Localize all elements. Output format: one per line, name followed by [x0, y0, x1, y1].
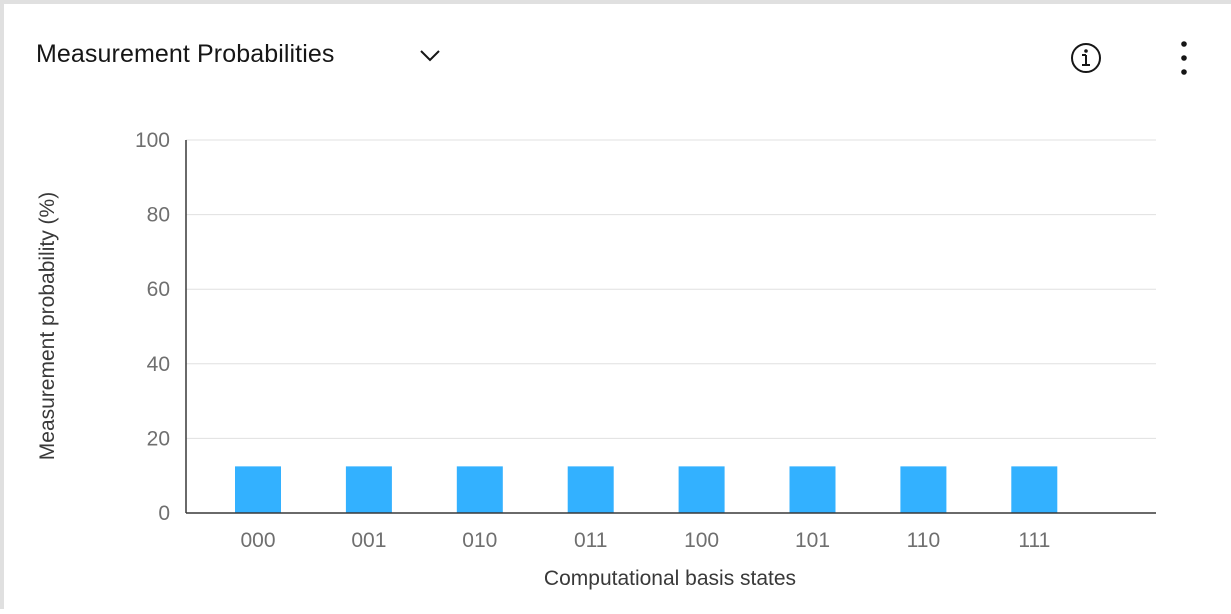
x-tick-label: 111: [1018, 529, 1050, 552]
bar-001[interactable]: [345, 466, 392, 513]
y-axis-title: Measurement probability (%): [36, 192, 59, 460]
x-tick-label: 100: [684, 529, 719, 552]
y-tick-label: 20: [147, 427, 170, 450]
x-tick-label: 110: [907, 529, 940, 552]
x-tick-label: 011: [574, 529, 607, 552]
y-tick-label: 40: [147, 353, 170, 376]
bars: [235, 466, 1058, 513]
x-tick-labels: 000 001 010 011 100 101 110 111: [240, 529, 1050, 552]
bar-101[interactable]: [789, 466, 836, 513]
bar-110[interactable]: [900, 466, 947, 513]
bar-100[interactable]: [678, 466, 725, 513]
x-tick-label: 001: [351, 529, 386, 552]
overflow-menu-vertical-icon: [1181, 41, 1187, 75]
card-header: Measurement Probabilities: [4, 8, 1231, 96]
information-icon: [1071, 43, 1101, 73]
chevron-down-icon: [420, 50, 440, 62]
bar-010[interactable]: [456, 466, 503, 513]
x-axis-title: Computational basis states: [544, 567, 796, 590]
info-button[interactable]: [1066, 38, 1106, 78]
y-tick-label: 60: [147, 278, 170, 301]
y-tick-label: 100: [135, 129, 170, 152]
bar-011[interactable]: [567, 466, 614, 513]
bar-000[interactable]: [235, 466, 281, 513]
y-tick-label: 0: [158, 502, 170, 525]
gridlines: [186, 139, 1156, 439]
axes: [185, 140, 1156, 514]
overflow-menu-button[interactable]: [1164, 38, 1204, 78]
x-tick-label: 000: [240, 529, 275, 552]
y-tick-label: 80: [147, 204, 170, 227]
y-tick-labels: 0 20 40 60 80 100: [135, 129, 170, 525]
view-dropdown-button[interactable]: [412, 38, 448, 74]
bar-111[interactable]: [1011, 466, 1058, 513]
x-tick-label: 010: [462, 529, 497, 552]
x-tick-label: 101: [795, 529, 830, 552]
chart-title: Measurement Probabilities: [36, 40, 335, 68]
